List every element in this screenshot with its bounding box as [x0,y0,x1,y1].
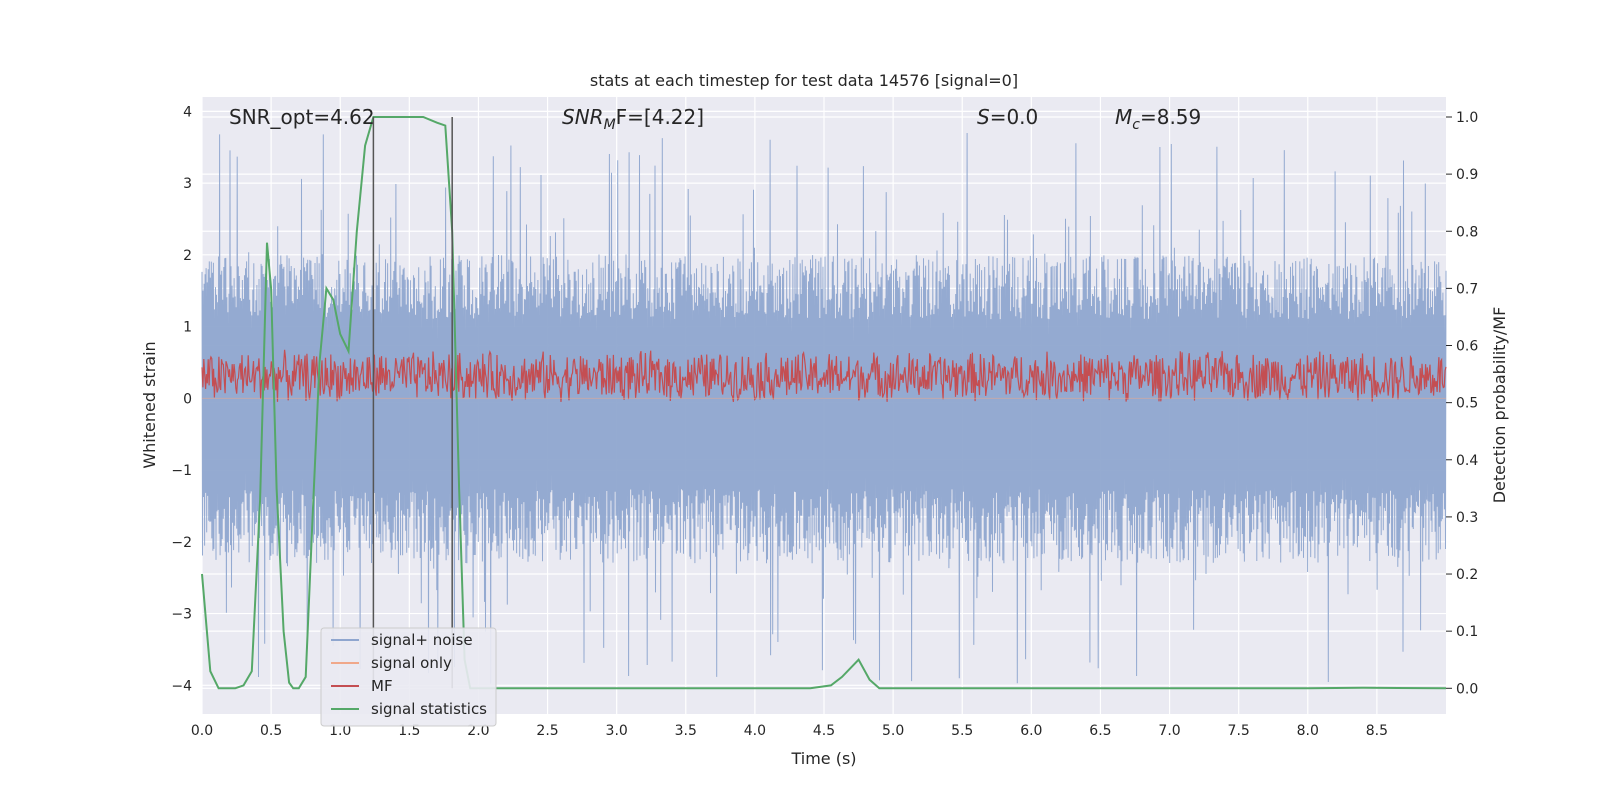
mc-rest: =8.59 [1140,105,1201,129]
y-axis-right-label: Detection probability/MF [1490,307,1509,504]
y-left-tick-label-0: 4 [183,104,192,120]
mc-base: M [1115,105,1132,129]
legend-label-signal-only: signal only [371,654,452,672]
x-tick-label-7: 3.5 [675,723,697,739]
y-right-tick-label-9: 0.1 [1456,624,1478,640]
y-left-tick-label-5: −1 [171,463,192,479]
mf-line [201,349,1447,402]
noise-series [201,132,1447,684]
y-right-tick-label-0: 1.0 [1456,110,1478,126]
annotation-mc: Mc=8.59 [1115,105,1201,133]
y-right-tick-label-4: 0.6 [1456,339,1478,355]
y-left-tick-label-8: −4 [171,678,192,694]
x-axis-label: Time (s) [790,749,856,768]
x-tick-label-6: 3.0 [606,723,628,739]
x-tick-label-0: 0.0 [191,723,213,739]
legend: signal+ noise signal only MF signal stat… [320,627,497,727]
snr-mf-base: SNR [562,105,604,129]
x-tick-label-11: 5.5 [951,723,973,739]
y-axis-left-label: Whitened strain [140,341,159,468]
signal-statistics-series [201,116,1447,690]
x-tick-label-14: 7.0 [1158,723,1180,739]
annotation-s: S=0.0 [977,105,1038,129]
x-tick-label-17: 8.5 [1366,723,1388,739]
y-axis-right-ticks: 1.0 0.9 0.8 0.7 0.6 0.5 0.4 0.3 0.2 0.1 0.0 [1446,110,1478,697]
mc-sub: c [1132,117,1140,133]
x-tick-label-4: 2.0 [467,723,489,739]
x-tick-label-1: 0.5 [260,723,282,739]
x-tick-label-8: 4.0 [744,723,766,739]
x-tick-label-12: 6.0 [1020,723,1042,739]
y-right-tick-label-7: 0.3 [1456,510,1478,526]
snr-mf-rest: F=[4.22] [616,105,704,129]
legend-box [320,627,497,727]
s-base: S [977,105,990,129]
y-left-tick-label-6: −2 [171,535,192,551]
legend-label-mf: MF [371,677,393,695]
x-tick-label-2: 1.0 [329,723,351,739]
x-tick-label-13: 6.5 [1089,723,1111,739]
y-right-tick-label-10: 0.0 [1456,681,1478,697]
legend-label-statistics: signal statistics [371,700,487,718]
statistics-line [201,116,1447,690]
y-right-tick-label-6: 0.4 [1456,453,1478,469]
y-left-tick-label-1: 3 [183,176,192,192]
legend-label-noise: signal+ noise [371,631,473,649]
y-left-tick-label-3: 1 [183,320,192,336]
y-left-tick-label-4: 0 [183,391,192,407]
y-right-tick-label-1: 0.9 [1456,167,1478,183]
noise-line [201,132,1447,684]
marker-lines [372,116,453,689]
y-right-tick-label-5: 0.5 [1456,396,1478,412]
x-tick-label-5: 2.5 [536,723,558,739]
x-tick-label-15: 7.5 [1228,723,1250,739]
snr-mf-sub: M [604,117,616,133]
x-tick-label-16: 8.0 [1297,723,1319,739]
y-right-tick-label-2: 0.8 [1456,224,1478,240]
annotation-snr-opt: SNR_opt=4.62 [229,105,375,129]
annotation-snr-mf: SNRMF=[4.22] [562,105,704,133]
chart-title: stats at each timestep for test data 145… [590,71,1018,90]
mf-series [201,349,1447,402]
x-tick-label-10: 5.0 [882,723,904,739]
x-axis-ticks: 0.0 0.5 1.0 1.5 2.0 2.5 3.0 3.5 4.0 4.5 5.0 5.5 6.0 6… [191,723,1388,739]
y-left-tick-label-2: 2 [183,248,192,264]
x-tick-label-3: 1.5 [398,723,420,739]
y-left-tick-label-7: −3 [171,607,192,623]
s-rest: =0.0 [990,105,1039,129]
y-axis-left-ticks: 4 3 2 1 0 −1 −2 −3 −4 [171,104,192,694]
y-right-tick-label-8: 0.2 [1456,567,1478,583]
x-tick-label-9: 4.5 [813,723,835,739]
y-right-tick-label-3: 0.7 [1456,281,1478,297]
